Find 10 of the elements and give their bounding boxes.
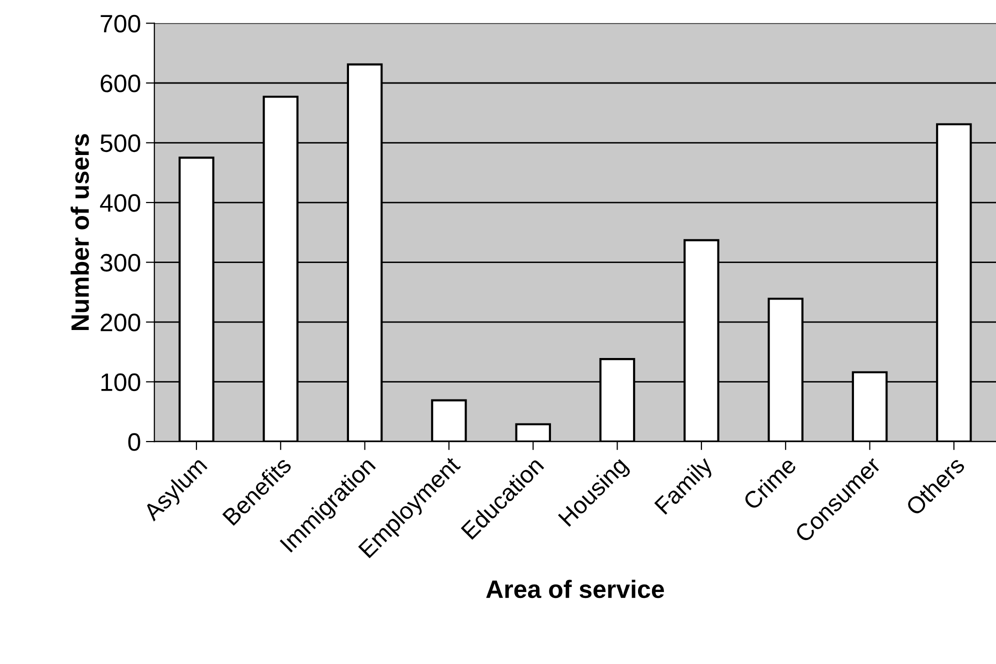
y-axis-title: Number of users (70, 134, 89, 330)
y-tick-label: 300 (100, 254, 140, 272)
y-tick-label: 700 (100, 14, 140, 33)
y-tick-label: 0 (128, 433, 140, 451)
y-tick-label: 400 (100, 194, 140, 212)
y-tick-label: 600 (100, 74, 140, 92)
y-tick-label: 100 (101, 373, 140, 392)
x-axis-title: Area of service (486, 580, 664, 598)
y-tick-label: 200 (100, 314, 140, 332)
y-tick-label: 500 (100, 134, 140, 152)
